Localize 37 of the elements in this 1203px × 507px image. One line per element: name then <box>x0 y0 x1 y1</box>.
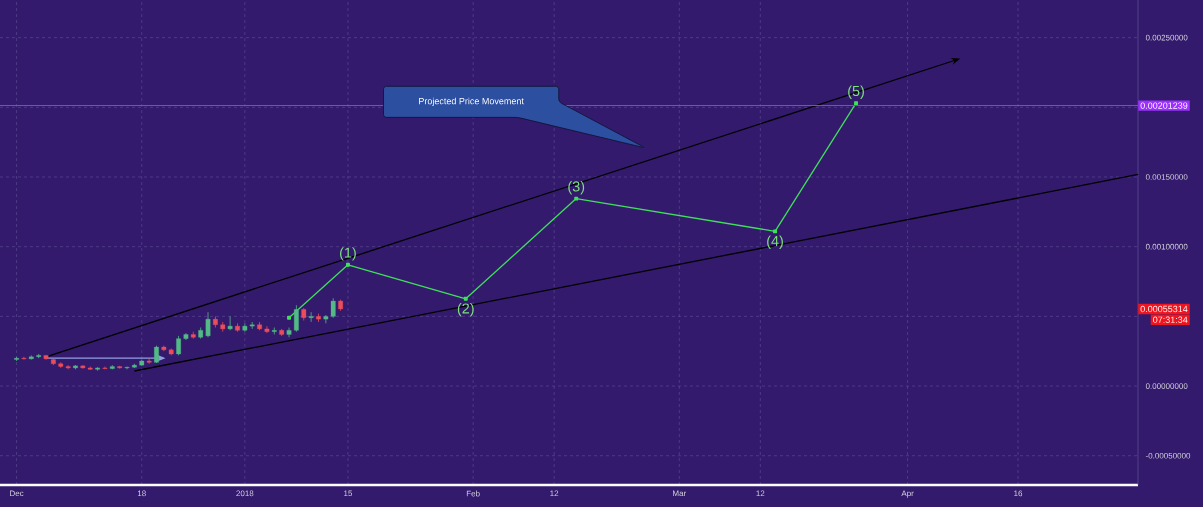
text: 07:31:34 <box>1153 316 1188 323</box>
x-tick-label: 16 <box>1014 490 1023 497</box>
x-tick-label: 15 <box>344 490 353 497</box>
point <box>854 101 858 106</box>
point <box>287 315 291 320</box>
candlestick <box>227 315 233 331</box>
annotation: (2) <box>457 303 474 317</box>
x-tick-label: 12 <box>550 490 559 497</box>
ref-line-label: 0.00201239 <box>1140 102 1188 109</box>
candlestick <box>264 325 270 334</box>
y-tick-label: -0.00050000 <box>1145 452 1191 459</box>
annotation: (3) <box>568 180 585 195</box>
candlestick <box>146 357 152 365</box>
candlestick <box>21 356 27 360</box>
x-tick-label: 18 <box>137 490 146 497</box>
point <box>463 296 468 301</box>
x-tick-label: Feb <box>466 490 480 497</box>
annotation: (1) <box>340 247 356 261</box>
x-tick-label: 12 <box>756 490 765 497</box>
x-tick-label: 2018 <box>236 490 254 497</box>
candlestick <box>286 327 292 338</box>
y-tick-label: 0.00000000 <box>1145 383 1188 389</box>
point <box>574 196 579 201</box>
point <box>773 229 777 234</box>
annotation: (5) <box>848 85 864 99</box>
x-tick-label: Dec <box>10 490 24 497</box>
candlestick <box>294 304 299 333</box>
annotation: (4) <box>767 235 783 249</box>
y-tick-label: 0.00100000 <box>1145 243 1188 250</box>
point <box>345 262 350 267</box>
annotation: Projected Price Movement <box>419 97 524 107</box>
x-tick-label: Mar <box>673 490 687 497</box>
candlestick <box>308 311 314 323</box>
text: 0.00055314 <box>1140 305 1188 313</box>
x-tick-label: Apr <box>901 490 914 498</box>
y-tick-label: 0.00150000 <box>1145 174 1188 180</box>
y-tick-label: 0.00250000 <box>1145 34 1188 41</box>
